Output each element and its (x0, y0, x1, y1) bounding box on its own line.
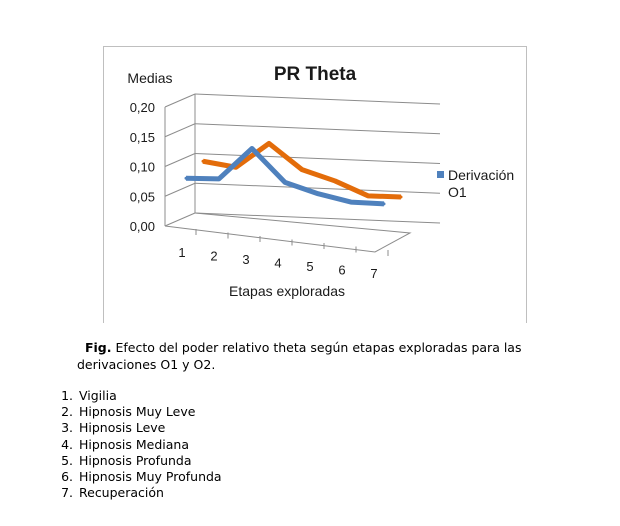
x-tick-label: 2 (210, 249, 217, 264)
stage-list-item: 2. Hipnosis Muy Leve (50, 404, 222, 420)
data-point (333, 179, 337, 183)
chart-area: PR Theta Medias Etapas exploradas 0,200,… (127, 64, 514, 299)
caption-text: Efecto del poder relativo theta según et… (115, 340, 522, 355)
x-tick-label: 4 (274, 256, 281, 271)
data-point (399, 195, 403, 199)
gridline-side (164, 212, 196, 227)
data-point (316, 192, 320, 196)
y-tick-label: 0,05 (130, 189, 155, 204)
gridline (194, 123, 441, 135)
x-tick-label: 6 (338, 263, 345, 278)
gridline-side (164, 182, 196, 197)
x-tick-label: 7 (370, 266, 377, 281)
data-point (267, 141, 271, 145)
ticks: 0,20 0,15 0,10 0,05 0,00 1 2 3 4 5 6 7 (130, 100, 378, 281)
stage-list-item: 4. Hipnosis Mediana (50, 437, 222, 453)
data-point (184, 176, 188, 180)
data-point (283, 180, 287, 184)
grid (164, 93, 441, 256)
stage-number: 5. (61, 452, 73, 468)
stage-label: Recuperación (79, 485, 164, 501)
gridline (194, 153, 441, 164)
gridline (194, 212, 441, 224)
stage-number: 2. (61, 404, 73, 420)
stage-list-item: 6. Hipnosis Muy Profunda (50, 469, 222, 485)
data-point (201, 159, 205, 163)
stage-number: 7. (61, 485, 73, 501)
stage-label: Vigilia (79, 388, 117, 403)
stage-label: Hipnosis Muy Leve (79, 404, 196, 420)
stage-label: Hipnosis Mediana (79, 436, 189, 452)
stage-list: 1. Vigilia 2. Hipnosis Muy Leve 3. Hipnosis L… (50, 388, 222, 501)
legend-label: Derivación (448, 167, 514, 183)
y-axis-label: Medias (127, 70, 172, 86)
legend-label: O1 (448, 184, 467, 200)
x-tick-label: 5 (306, 259, 313, 274)
gridline-side (164, 123, 196, 138)
stage-number: 3. (61, 420, 73, 436)
chart-frame (103, 46, 527, 323)
gridline-side (164, 153, 196, 167)
stage-list-item: 7. Recuperación (50, 485, 222, 501)
chart-title: PR Theta (274, 64, 357, 85)
stage-number: 1. (61, 388, 73, 403)
x-axis-label: Etapas exploradas (229, 283, 345, 299)
y-tick-label: 0,10 (130, 160, 155, 175)
stage-label: Hipnosis Muy Profunda (79, 469, 222, 485)
stage-number: 6. (61, 469, 73, 485)
y-tick-label: 0,00 (130, 219, 155, 234)
floor-outline (164, 212, 412, 253)
caption-text-line2: derivaciones O1 y O2. (77, 357, 216, 372)
data-point (300, 168, 304, 172)
series-layer (184, 140, 403, 207)
y-tick-label: 0,15 (130, 130, 155, 145)
data-point (250, 146, 254, 150)
caption-lead: Fig. (84, 340, 112, 355)
stage-label: Hipnosis Profunda (79, 452, 192, 468)
x-tick-label: 3 (242, 252, 249, 267)
data-point (366, 194, 370, 198)
x-tick-label: 1 (178, 245, 185, 260)
legend-swatch (437, 171, 444, 178)
gridline (194, 93, 441, 105)
y-tick-label: 0,20 (130, 100, 155, 115)
gridline-side (164, 93, 196, 108)
figure-caption: Fig. Efecto del poder relativo theta seg… (73, 339, 573, 373)
stage-list-item: 1. Vigilia (50, 388, 222, 404)
stage-label: Hipnosis Leve (79, 420, 166, 436)
stage-list-item: 5. Hipnosis Profunda (50, 453, 222, 469)
data-point (382, 202, 386, 206)
stage-list-item: 3. Hipnosis Leve (50, 420, 222, 436)
stage-number: 4. (61, 436, 73, 452)
gridline (194, 182, 441, 194)
data-point (217, 177, 221, 181)
data-point (349, 200, 353, 204)
